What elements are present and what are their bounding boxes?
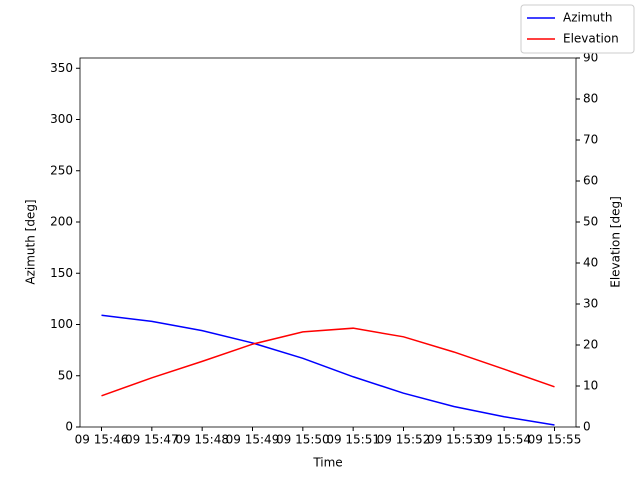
legend-label: Azimuth bbox=[563, 11, 612, 25]
y-tick-label: 250 bbox=[50, 163, 73, 177]
plot-frame bbox=[79, 57, 577, 428]
x-tick-label: 09 15:48 bbox=[175, 433, 229, 447]
legend-box bbox=[520, 4, 635, 54]
legend-label: Elevation bbox=[563, 32, 619, 46]
x-tick-label: 09 15:53 bbox=[427, 433, 481, 447]
x-tick-label: 09 15:54 bbox=[477, 433, 531, 447]
y2-tick-label: 10 bbox=[583, 379, 598, 393]
series-line bbox=[101, 327, 555, 397]
x-tick-label: 09 15:49 bbox=[226, 433, 280, 447]
x-tick-label: 09 15:55 bbox=[528, 433, 582, 447]
y2-tick-label: 0 bbox=[583, 420, 591, 434]
y-tick-label: 300 bbox=[50, 112, 73, 126]
y2-tick-label: 60 bbox=[583, 174, 598, 188]
y2-tick-label: 30 bbox=[583, 297, 598, 311]
y-tick-label: 350 bbox=[50, 61, 73, 75]
series-line bbox=[101, 314, 555, 426]
x-tick-label: 09 15:52 bbox=[377, 433, 431, 447]
x-axis-label: Time bbox=[312, 456, 342, 470]
y2-tick-label: 40 bbox=[583, 256, 598, 270]
y2-tick-label: 50 bbox=[583, 215, 598, 229]
y-tick-label: 50 bbox=[58, 368, 73, 382]
x-tick-label: 09 15:50 bbox=[276, 433, 330, 447]
y2-tick-label: 80 bbox=[583, 92, 598, 106]
y-tick-label: 150 bbox=[50, 266, 73, 280]
y2-tick-label: 90 bbox=[583, 51, 598, 65]
y2-tick-label: 70 bbox=[583, 133, 598, 147]
x-tick-label: 09 15:51 bbox=[326, 433, 380, 447]
y2-tick-label: 20 bbox=[583, 338, 598, 352]
y-tick-label: 200 bbox=[50, 215, 73, 229]
y-tick-label: 100 bbox=[50, 317, 73, 331]
y-axis-label: Azimuth [deg] bbox=[24, 199, 38, 284]
y2-axis-label: Elevation [deg] bbox=[609, 196, 623, 288]
x-tick-label: 09 15:47 bbox=[125, 433, 179, 447]
y-tick-label: 0 bbox=[65, 420, 73, 434]
x-tick-label: 09 15:46 bbox=[75, 433, 129, 447]
